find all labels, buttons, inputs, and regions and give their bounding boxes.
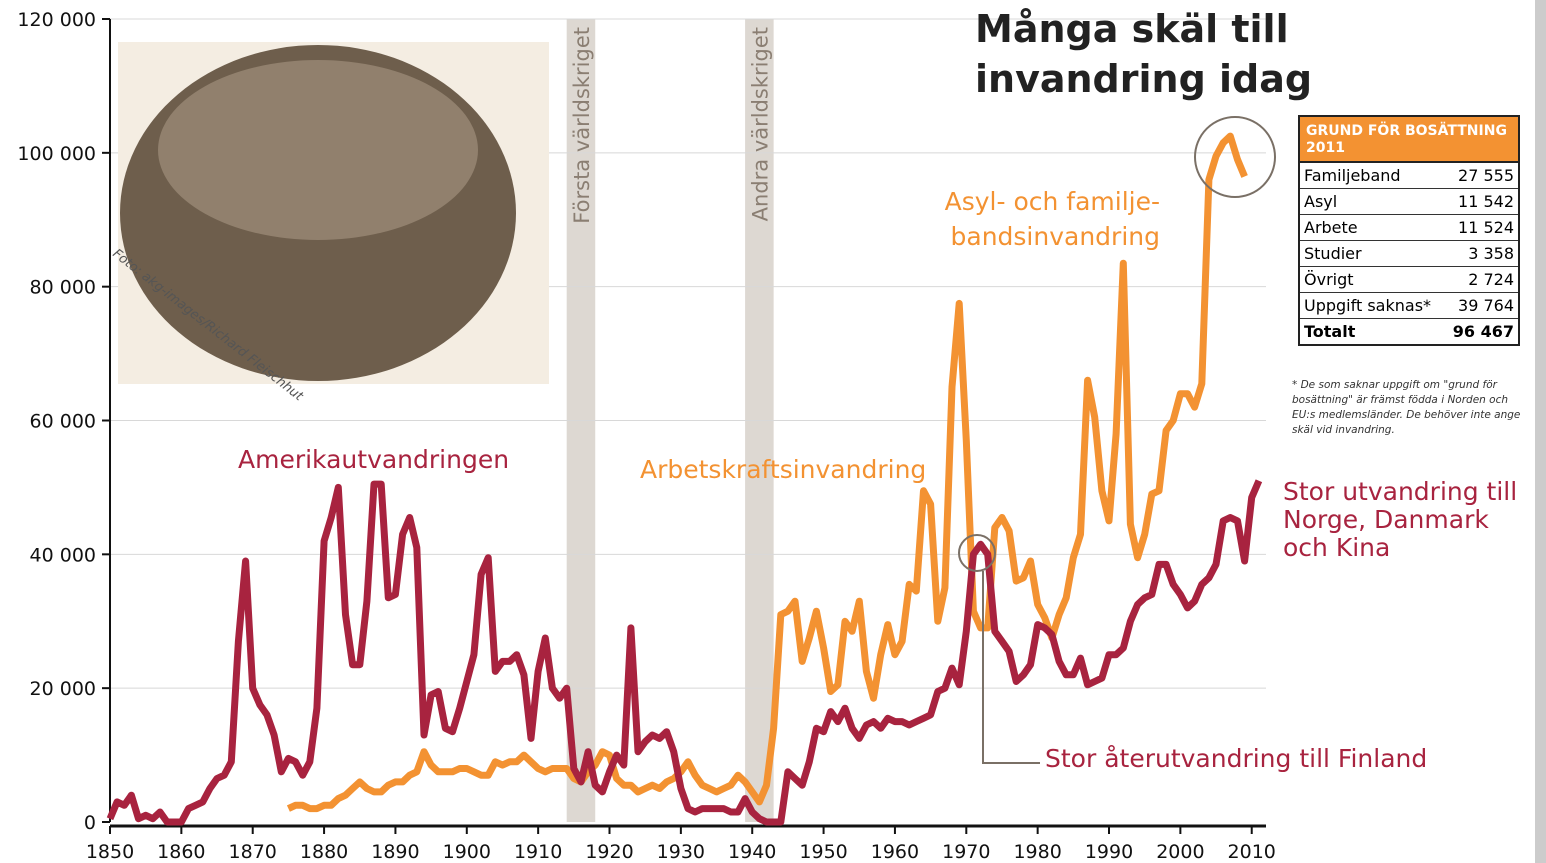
table-cell: 3 358 [1468,242,1514,265]
table-row: Arbete 11 524 [1300,214,1518,240]
table-row: Asyl 11 542 [1300,188,1518,214]
table-cell: 2 724 [1468,268,1514,291]
table-row: Uppgift saknas* 39 764 [1300,292,1518,318]
y-tick-label: 20 000 [30,678,96,700]
table-cell: Uppgift saknas* [1304,294,1431,317]
annotation: Stor utvandring till [1283,477,1517,506]
table-row: Övrigt 2 724 [1300,266,1518,292]
x-tick-label: 1870 [229,841,277,863]
table-cell: 96 467 [1453,320,1514,343]
x-tick-label: 1970 [942,841,990,863]
x-tick-label: 1940 [728,841,776,863]
annotation: Asyl- och familje- [945,187,1160,216]
annotation: och Kina [1283,533,1390,562]
page: Första världskriget Andra världskriget 0 20… [0,0,1546,863]
series-label: Amerikautvandringen [238,445,509,474]
x-tick-label: 1910 [514,841,562,863]
annotation: Stor återutvandring till Finland [1045,744,1427,773]
table-title: GRUND FÖR BOSÄTTNING 2011 [1300,117,1518,163]
edge-strip [1535,0,1546,863]
war-label: Första världskriget [570,27,594,224]
x-tick-label: 2000 [1156,841,1204,863]
y-tick-label: 100 000 [17,143,96,165]
table-row: Familjeband 27 555 [1300,163,1518,188]
x-tick-label: 1920 [585,841,633,863]
table-cell: 11 524 [1458,216,1514,239]
table-cell: Asyl [1304,190,1337,213]
y-tick-label: 80 000 [30,277,96,299]
x-tick-label: 1850 [86,841,134,863]
annotation: Norge, Danmark [1283,505,1489,534]
x-tick-label: 1990 [1085,841,1133,863]
footnote: * De som saknar uppgift om "grund för bo… [1292,378,1522,438]
table-cell: Arbete [1304,216,1358,239]
table-cell: 39 764 [1458,294,1514,317]
table-row: Totalt 96 467 [1300,318,1518,344]
table-row: Studier 3 358 [1300,240,1518,266]
table-cell: Studier [1304,242,1362,265]
x-tick-label: 1900 [443,841,491,863]
chart-title: Många skäl till [975,7,1289,51]
y-tick-label: 120 000 [17,9,96,31]
annotation: bandsinvandring [951,222,1161,251]
series-label: Arbetskraftsinvandring [640,455,926,484]
x-tick-label: 1950 [799,841,847,863]
table: GRUND FÖR BOSÄTTNING 2011 Familjeband 27 … [1298,115,1520,346]
photo-sky [158,60,478,240]
war-label: Andra världskriget [748,27,772,221]
x-tick-label: 1930 [657,841,705,863]
photo [118,42,549,384]
x-tick-label: 1980 [1013,841,1061,863]
chart-title: invandring idag [975,57,1312,101]
y-tick-label: 0 [84,812,96,834]
x-tick-label: 1890 [371,841,419,863]
table-cell: Familjeband [1304,164,1401,187]
table-cell: 11 542 [1458,190,1514,213]
x-tick-label: 2010 [1228,841,1276,863]
table-cell: Totalt [1304,320,1355,343]
x-tick-label: 1880 [300,841,348,863]
x-tick-label: 1860 [157,841,205,863]
table-cell: 27 555 [1458,164,1514,187]
x-tick-label: 1960 [871,841,919,863]
y-tick-label: 40 000 [30,544,96,566]
table-cell: Övrigt [1304,268,1354,291]
y-tick-label: 60 000 [30,411,96,433]
